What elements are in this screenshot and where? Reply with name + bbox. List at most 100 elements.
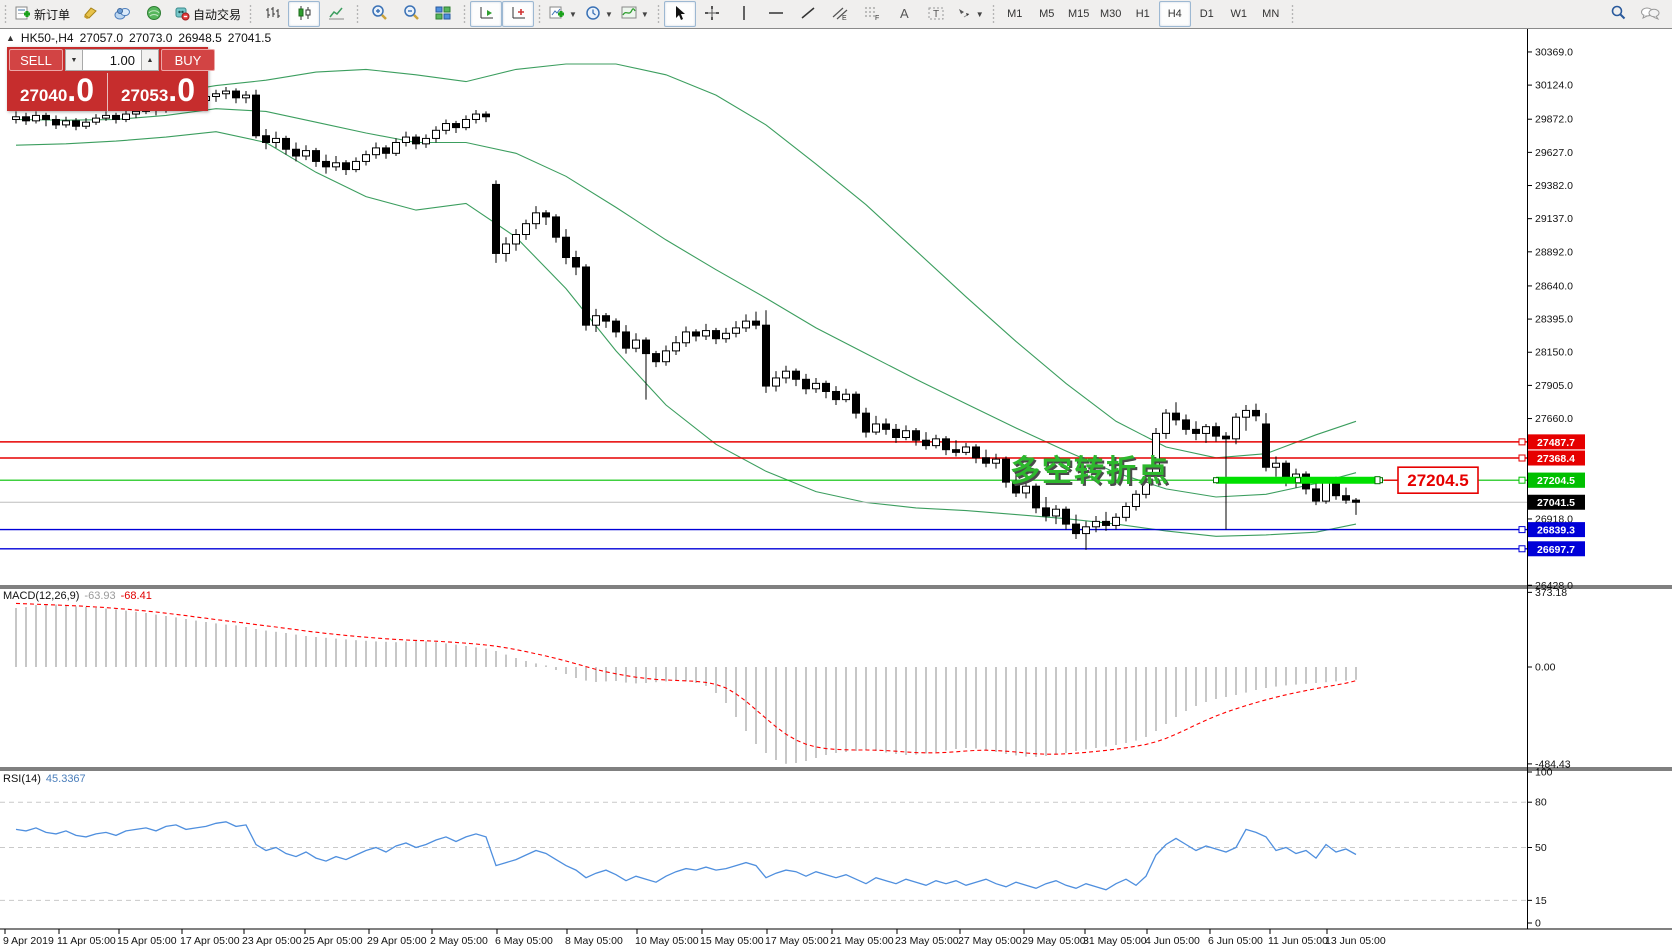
new-chart-dropdown[interactable]: ▼	[545, 1, 581, 27]
chat-button[interactable]	[1634, 1, 1666, 27]
crosshair-icon	[704, 5, 720, 24]
search-button[interactable]	[1602, 1, 1634, 27]
text-label-tool-button[interactable]: T	[920, 1, 952, 27]
svg-text:26697.7: 26697.7	[1537, 544, 1575, 556]
indicators-icon	[621, 5, 637, 24]
svg-text:27368.4: 27368.4	[1537, 453, 1575, 465]
svg-text:15 May 05:00: 15 May 05:00	[700, 935, 764, 947]
favorites-button[interactable]	[74, 1, 106, 27]
autotrading-label: 自动交易	[193, 7, 242, 22]
svg-text:15 Apr 05:00: 15 Apr 05:00	[117, 935, 177, 947]
new-chart-icon	[549, 5, 565, 24]
vertical-line-tool-button[interactable]	[728, 1, 760, 27]
toolbar-grip[interactable]	[990, 4, 996, 24]
indicators-dropdown[interactable]: ▼	[617, 1, 653, 27]
macd-name: MACD(12,26,9)	[3, 590, 80, 602]
chart-shift-button[interactable]	[502, 1, 535, 27]
svg-text:15: 15	[1535, 895, 1547, 907]
timeframe-d1-button[interactable]: D1	[1191, 1, 1223, 27]
svg-text:29 Apr 05:00: 29 Apr 05:00	[367, 935, 427, 947]
svg-text:30369.0: 30369.0	[1535, 46, 1573, 58]
toolbar-grip[interactable]	[462, 4, 468, 24]
svg-text:29872.0: 29872.0	[1535, 114, 1573, 126]
new-order-button[interactable]: 新订单	[11, 1, 74, 27]
community-icon	[114, 5, 131, 24]
timeframe-label: M30	[1100, 8, 1122, 20]
toolbar-grip[interactable]	[655, 4, 661, 24]
one-click-trading-panel: SELL ▼ ▲ BUY 27040 .0 27053 .0	[7, 47, 215, 111]
profiles-clock-icon	[585, 5, 601, 24]
buy-button[interactable]: BUY	[161, 49, 215, 71]
main-toolbar: 新订单 自动交易	[0, 0, 1672, 29]
bar-chart-button[interactable]	[256, 1, 288, 27]
line-chart-icon	[328, 5, 345, 24]
sell-button[interactable]: SELL	[9, 49, 63, 71]
svg-text:27487.7: 27487.7	[1537, 437, 1575, 449]
buy-price-fraction: .0	[168, 72, 195, 108]
toolbar-grip[interactable]	[355, 4, 361, 24]
bar-chart-icon	[264, 5, 281, 24]
line-chart-button[interactable]	[320, 1, 352, 27]
auto-scroll-button[interactable]	[470, 1, 503, 27]
toolbar-grip[interactable]	[1289, 4, 1295, 24]
macd-value-signal: -68.41	[120, 590, 152, 602]
timeframe-m5-button[interactable]: M5	[1031, 1, 1063, 27]
timeframe-label: W1	[1230, 8, 1247, 20]
tile-windows-button[interactable]	[427, 1, 459, 27]
shapes-dropdown[interactable]: ▼	[952, 1, 988, 27]
tile-windows-icon	[435, 5, 451, 24]
timeframe-label: M5	[1039, 8, 1055, 20]
fibonacci-icon: F	[863, 5, 881, 24]
cursor-tool-button[interactable]	[663, 1, 696, 27]
market-button[interactable]	[138, 1, 170, 27]
toolbar-grip[interactable]	[248, 4, 254, 24]
crosshair-tool-button[interactable]	[696, 1, 728, 27]
svg-text:2 May 05:00: 2 May 05:00	[430, 935, 488, 947]
timeframe-m1-button[interactable]: M1	[999, 1, 1031, 27]
zoom-in-button[interactable]	[363, 1, 395, 27]
candlestick-chart-button[interactable]	[288, 1, 321, 27]
chart-shift-icon	[510, 5, 527, 24]
timeframe-w1-button[interactable]: W1	[1223, 1, 1255, 27]
svg-text:29 May 05:00: 29 May 05:00	[1022, 935, 1086, 947]
volume-decrease-button[interactable]: ▼	[65, 49, 83, 71]
timeframe-label: M15	[1068, 8, 1090, 20]
rsi-indicator-label: RSI(14) 45.3367	[3, 773, 86, 785]
svg-text:13 Jun 05:00: 13 Jun 05:00	[1325, 935, 1386, 947]
timeframe-label: M1	[1007, 8, 1023, 20]
horizontal-line-icon	[767, 5, 785, 24]
svg-text:21 May 05:00: 21 May 05:00	[830, 935, 894, 947]
buy-price[interactable]: 27053 .0	[108, 73, 208, 111]
timeframe-m30-button[interactable]: M30	[1095, 1, 1127, 27]
volume-input[interactable]	[83, 49, 141, 71]
channel-tool-button[interactable]: E	[824, 1, 856, 27]
svg-text:T: T	[933, 9, 939, 20]
horizontal-line-tool-button[interactable]	[760, 1, 792, 27]
timeframe-h1-button[interactable]: H1	[1127, 1, 1159, 27]
buy-price-main: 27053	[121, 86, 169, 105]
community-button[interactable]	[106, 1, 138, 27]
toolbar-grip[interactable]	[3, 4, 8, 24]
timeframe-mn-button[interactable]: MN	[1255, 1, 1287, 27]
text-tool-button[interactable]: A	[888, 1, 920, 27]
ohlc-open: 27057.0	[79, 31, 123, 45]
macd-indicator-label: MACD(12,26,9) -63.93 -68.41	[3, 590, 152, 602]
svg-text:E: E	[842, 15, 847, 21]
zoom-out-button[interactable]	[395, 1, 427, 27]
profiles-dropdown[interactable]: ▼	[581, 1, 617, 27]
sell-price-fraction: .0	[67, 72, 94, 108]
autotrading-button[interactable]: 自动交易	[170, 1, 245, 27]
volume-increase-button[interactable]: ▲	[141, 49, 159, 71]
timeframe-m15-button[interactable]: M15	[1063, 1, 1095, 27]
timeframe-h4-button[interactable]: H4	[1158, 1, 1191, 27]
sell-price[interactable]: 27040 .0	[7, 73, 108, 111]
svg-text:50: 50	[1535, 842, 1547, 854]
toolbar-grip[interactable]	[537, 4, 543, 24]
equidistant-channel-icon: E	[831, 5, 849, 24]
trendline-tool-button[interactable]	[792, 1, 824, 27]
collapse-arrow-icon[interactable]: ▲	[6, 33, 15, 43]
text-label-icon: T	[927, 5, 945, 24]
fibonacci-tool-button[interactable]: F	[856, 1, 888, 27]
